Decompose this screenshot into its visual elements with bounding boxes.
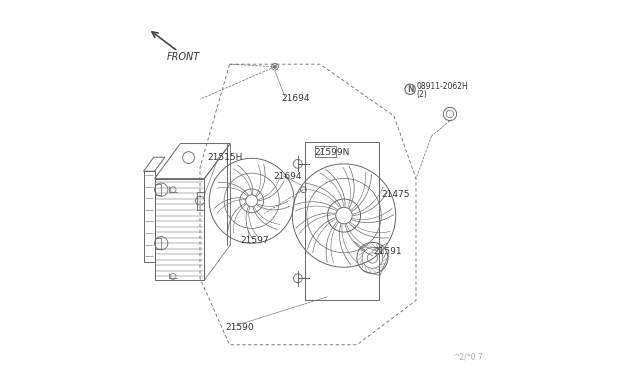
Bar	[316, 146, 335, 157]
Circle shape	[273, 65, 277, 68]
Text: 21590: 21590	[226, 323, 255, 332]
Text: 21694: 21694	[281, 94, 310, 103]
Text: 21597: 21597	[241, 236, 269, 245]
Text: 21515H: 21515H	[207, 153, 243, 162]
Text: FRONT: FRONT	[167, 52, 200, 62]
Text: N: N	[407, 85, 413, 94]
Text: 08911-2062H: 08911-2062H	[417, 81, 468, 90]
Text: 21599N: 21599N	[314, 148, 350, 157]
Text: (2): (2)	[417, 90, 427, 99]
Text: 21475: 21475	[381, 190, 410, 199]
Text: 21694: 21694	[274, 171, 302, 181]
Text: 21591: 21591	[374, 247, 402, 256]
Text: ^2/*0.7: ^2/*0.7	[453, 353, 483, 362]
